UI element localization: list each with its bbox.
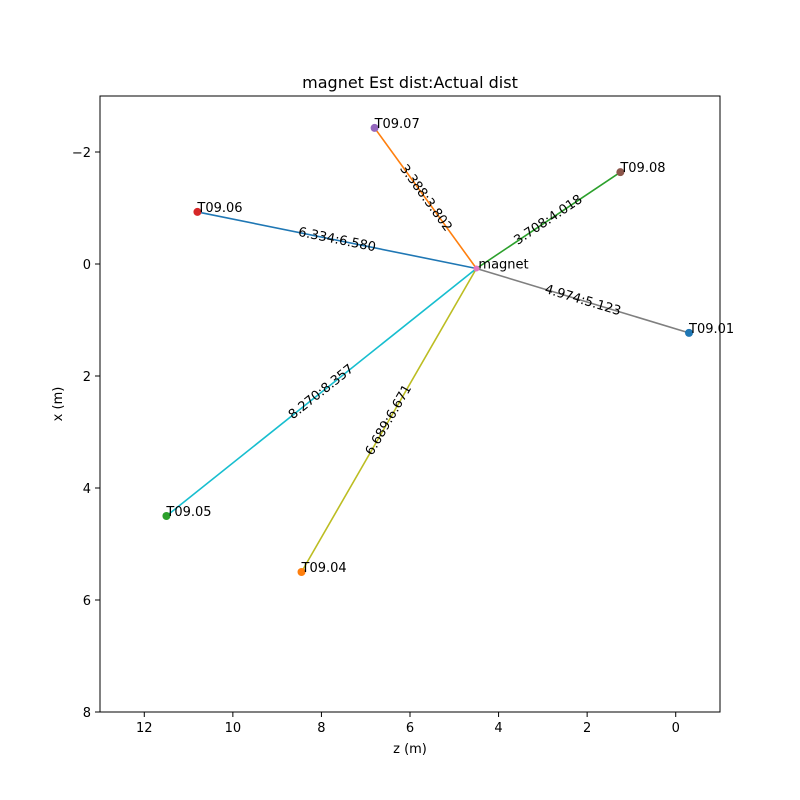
plot-frame <box>99 95 721 713</box>
x-tick-label: 6 <box>406 721 414 736</box>
distance-line-T09.07 <box>373 127 478 269</box>
target-point-T09.04 <box>297 568 306 576</box>
distance-line-T09.06 <box>197 211 477 270</box>
distance-lines <box>165 127 690 573</box>
y-tick-label: 8 <box>83 706 91 721</box>
target-label-T09.01: T09.01 <box>688 322 734 337</box>
target-point-T09.07 <box>370 123 379 132</box>
target-point-T09.06 <box>193 207 202 216</box>
distance-line-T09.08 <box>475 171 621 270</box>
x-tick-label: 8 <box>317 721 325 736</box>
y-tick-label: 6 <box>83 594 91 609</box>
x-tick-label: 12 <box>136 721 153 736</box>
magnet-label: magnet <box>478 257 528 272</box>
chart-title: magnet Est dist:Actual dist <box>302 73 518 92</box>
y-axis-label: x (m) <box>51 387 66 422</box>
x-tick-label: 2 <box>583 721 591 736</box>
distance-line-T09.04 <box>300 268 478 573</box>
x-tick-label: 4 <box>494 721 502 736</box>
magnet-point <box>473 265 480 272</box>
y-tick-label: 0 <box>83 258 91 273</box>
x-tick-label: 0 <box>672 721 680 736</box>
target-point-T09.08 <box>616 168 625 177</box>
y-tick-label: 2 <box>83 370 91 385</box>
target-point-T09.05 <box>162 512 171 520</box>
target-point-T09.01 <box>685 328 693 337</box>
y-tick-label: 4 <box>83 482 91 497</box>
target-label-T09.07: T09.07 <box>374 117 420 132</box>
x-tick-label: 10 <box>225 721 242 736</box>
target-label-T09.08: T09.08 <box>619 161 665 176</box>
axis-ticks: 12 10 8 6 4 2 0 −2 0 2 4 6 8 <box>72 146 680 736</box>
distance-line-T09.01 <box>476 267 690 334</box>
distance-line-T09.05 <box>165 267 477 517</box>
target-label-T09.04: T09.04 <box>301 561 347 576</box>
target-markers: T09.01 T09.04 T09.05 T09.06 T09.07 T09.08 magn… <box>162 117 734 576</box>
target-label-T09.05: T09.05 <box>165 505 211 520</box>
target-label-T09.06: T09.06 <box>196 201 242 216</box>
x-axis-label: z (m) <box>393 742 427 757</box>
y-tick-label: −2 <box>72 146 91 161</box>
